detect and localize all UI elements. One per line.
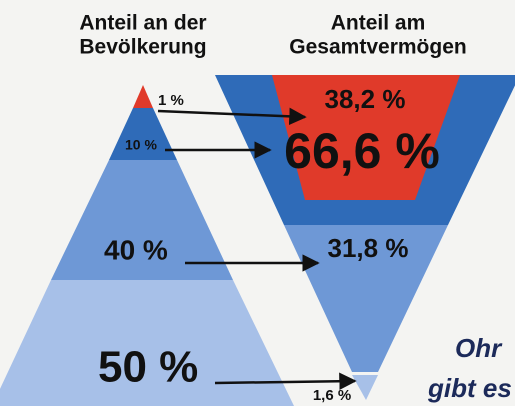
wealth-label: 38,2 % xyxy=(325,84,406,114)
population-label: 1 % xyxy=(158,92,184,109)
caption: Ohr xyxy=(455,333,503,363)
population-label: 50 % xyxy=(98,343,198,392)
pyramid-layer-4 xyxy=(0,280,294,406)
pyramid-layer-3 xyxy=(51,160,233,280)
arrow xyxy=(214,372,357,390)
wealth-layer-bottom xyxy=(352,375,378,400)
pyramid-layer-1 xyxy=(133,85,153,108)
caption: gibt es xyxy=(427,373,512,403)
pyramid-layer-2 xyxy=(109,108,177,160)
wealth-layer-red xyxy=(272,75,460,200)
header-left-line-1: Anteil an der xyxy=(79,12,206,35)
wealth-layer-mid xyxy=(284,225,448,372)
wealth-label: 66,6 % xyxy=(284,123,440,179)
header-right-line-1: Anteil am xyxy=(331,12,426,35)
header-right-line-2: Gesamtvermögen xyxy=(289,36,466,59)
arrow xyxy=(157,107,307,126)
wealth-label: 1,6 % xyxy=(313,387,351,404)
population-label: 10 % xyxy=(125,137,157,153)
header-left-line-2: Bevölkerung xyxy=(79,36,206,59)
population-label: 40 % xyxy=(104,234,168,265)
wealth-label: 31,8 % xyxy=(328,233,409,263)
